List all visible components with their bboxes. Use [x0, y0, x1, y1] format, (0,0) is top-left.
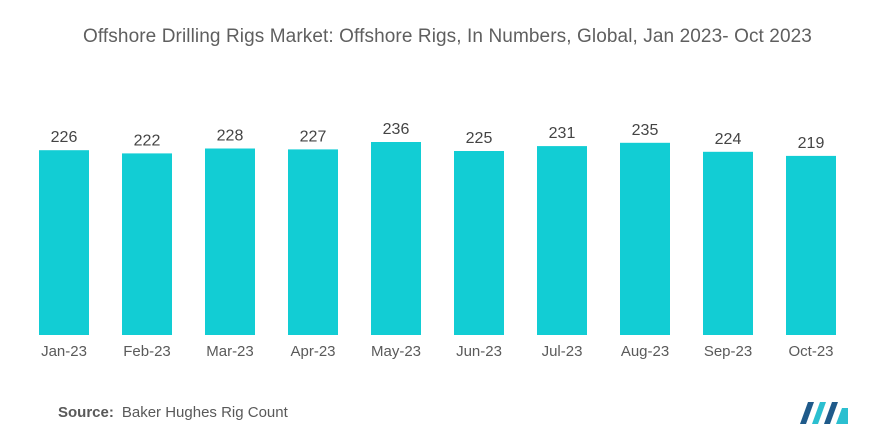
x-tick-label-Oct-23: Oct-23 [788, 343, 833, 360]
bar-Oct-23 [786, 155, 836, 335]
bar-Feb-23 [122, 153, 172, 335]
bar-Apr-23 [288, 149, 338, 335]
source-note: Source: Baker Hughes Rig Count [58, 404, 288, 421]
value-label-May-23: 236 [383, 121, 410, 138]
value-label-Oct-23: 219 [798, 135, 825, 152]
value-label-Aug-23: 235 [632, 122, 659, 139]
bar-Sep-23 [703, 151, 753, 335]
value-label-Mar-23: 228 [217, 128, 244, 145]
bars-group [39, 142, 836, 335]
bar-May-23 [371, 142, 421, 335]
x-tick-label-Sep-23: Sep-23 [704, 343, 752, 360]
source-text: Baker Hughes Rig Count [121, 404, 288, 421]
x-tick-label-Jul-23: Jul-23 [542, 343, 583, 360]
x-axis-labels-group: Jan-23 Feb-23 Mar-23 Apr-23 May-23 Jun-23 Jul-… [41, 343, 833, 360]
value-label-Feb-23: 222 [134, 132, 161, 149]
value-label-Jun-23: 225 [466, 130, 493, 147]
source-label: Source: [58, 404, 114, 421]
bar-Jul-23 [537, 146, 587, 335]
x-tick-label-Apr-23: Apr-23 [290, 343, 335, 360]
x-tick-label-May-23: May-23 [371, 343, 421, 360]
bar-Jun-23 [454, 151, 504, 335]
x-tick-label-Jan-23: Jan-23 [41, 343, 87, 360]
x-tick-label-Aug-23: Aug-23 [621, 343, 669, 360]
bar-Mar-23 [205, 148, 255, 335]
x-tick-label-Jun-23: Jun-23 [456, 343, 502, 360]
x-tick-label-Mar-23: Mar-23 [206, 343, 254, 360]
value-labels-group: 226 222 228 227 236 225 231 235 224 219 [51, 121, 825, 152]
value-label-Jul-23: 231 [549, 125, 576, 142]
value-label-Sep-23: 224 [715, 131, 742, 148]
chart-title: Offshore Drilling Rigs Market: Offshore … [83, 26, 812, 47]
bar-Aug-23 [620, 142, 670, 335]
value-label-Jan-23: 226 [51, 129, 78, 146]
mordor-intelligence-logo-icon [800, 402, 848, 424]
bar-Jan-23 [39, 150, 89, 335]
value-label-Apr-23: 227 [300, 128, 327, 145]
x-tick-label-Feb-23: Feb-23 [123, 343, 171, 360]
